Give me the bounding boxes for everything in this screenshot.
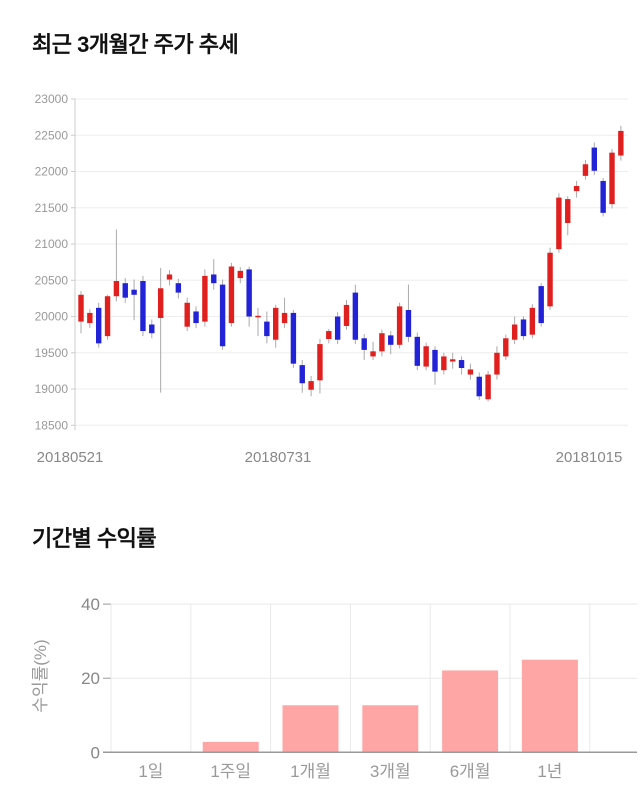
price-y-tick-label: 19000 <box>35 382 69 396</box>
candle-down <box>432 349 438 372</box>
candle-up <box>503 338 509 357</box>
candle-down <box>193 311 199 324</box>
candle-up <box>379 333 385 352</box>
candle-down <box>414 336 420 366</box>
price-y-tick-label: 22000 <box>35 165 69 179</box>
candle-up <box>166 274 173 280</box>
returns-x-category-label: 1년 <box>537 762 562 781</box>
returns-x-category-label: 3개월 <box>370 762 411 781</box>
candle-down <box>131 289 137 295</box>
candle-up <box>326 331 332 340</box>
candle-up <box>237 270 243 279</box>
candle-up <box>618 130 624 156</box>
candle-down <box>361 338 367 350</box>
candle-up <box>317 344 323 381</box>
candle-up <box>565 199 571 223</box>
return-bar <box>282 705 339 752</box>
returns-x-category-label: 1주일 <box>210 762 251 781</box>
candle-down <box>334 316 341 340</box>
price-x-tick-label: 20181015 <box>556 449 623 466</box>
candle-up <box>441 356 447 371</box>
return-bar <box>362 705 419 752</box>
candle-up <box>255 315 261 318</box>
candle-up <box>113 281 120 297</box>
candle-down <box>591 147 597 171</box>
returns-y-tick-label: 40 <box>81 595 100 614</box>
candle-up <box>582 164 589 176</box>
candle-down <box>290 312 297 364</box>
candle-down <box>149 324 155 334</box>
price-chart-title: 최근 3개월간 주가 추세 <box>32 32 239 57</box>
candle-down <box>175 283 182 293</box>
candle-up <box>78 294 84 322</box>
returns-y-tick-label: 20 <box>81 669 100 688</box>
price-y-tick-label: 20000 <box>35 310 69 324</box>
candle-up <box>273 307 279 340</box>
price-x-tick-label: 20180521 <box>37 449 104 466</box>
candle-down <box>388 335 394 345</box>
candle-up <box>184 302 190 327</box>
candle-up <box>511 324 518 340</box>
returns-x-category-label: 1개월 <box>290 762 331 781</box>
returns-x-category-label: 6개월 <box>450 762 491 781</box>
candle-up <box>157 288 164 318</box>
candle-up <box>281 312 288 324</box>
candle-up <box>494 352 500 375</box>
candle-up <box>485 374 491 400</box>
candle-down <box>520 319 527 337</box>
candle-down <box>219 284 226 347</box>
returns-chart-title: 기간별 수익률 <box>32 526 157 551</box>
candle-up <box>547 252 553 307</box>
returns-y-axis-label: 수익률(%) <box>31 639 50 712</box>
candle-up <box>556 197 562 250</box>
candle-down <box>264 321 270 337</box>
price-y-tick-label: 18500 <box>35 418 69 432</box>
candle-down <box>476 376 482 397</box>
price-y-tick-label: 21500 <box>35 201 69 215</box>
candle-up <box>450 359 456 362</box>
candle-down <box>211 274 217 284</box>
candle-up <box>396 306 403 345</box>
candle-up <box>308 381 314 390</box>
candle-down <box>458 360 465 369</box>
candle-down <box>405 310 412 337</box>
price-y-tick-label: 20500 <box>35 273 69 287</box>
candle-up <box>573 186 580 192</box>
candle-down <box>299 365 305 384</box>
candle-up <box>609 152 615 205</box>
candle-down <box>140 281 146 332</box>
return-bar <box>521 659 578 752</box>
candle-down <box>600 180 606 213</box>
price-y-tick-label: 19500 <box>35 346 69 360</box>
candle-up <box>228 266 235 324</box>
candle-up <box>467 369 474 375</box>
returns-y-tick-label: 0 <box>91 743 100 762</box>
candle-down <box>96 307 102 344</box>
candle-down <box>352 292 359 340</box>
price-y-tick-label: 21000 <box>35 237 69 251</box>
candle-up <box>87 312 93 324</box>
candle-up <box>423 346 429 367</box>
return-bar <box>442 670 499 752</box>
candle-down <box>538 286 544 324</box>
candle-up <box>343 304 350 326</box>
candle-down <box>122 283 128 298</box>
price-x-tick-label: 20180731 <box>245 449 312 466</box>
return-bar <box>202 741 259 752</box>
candle-up <box>202 275 208 322</box>
price-y-tick-label: 23000 <box>35 92 69 106</box>
candle-down <box>246 269 252 317</box>
price-y-tick-label: 22500 <box>35 128 69 142</box>
candle-up <box>529 307 536 335</box>
candle-up <box>104 296 111 337</box>
candle-up <box>370 351 376 357</box>
returns-x-category-label: 1일 <box>138 762 163 781</box>
